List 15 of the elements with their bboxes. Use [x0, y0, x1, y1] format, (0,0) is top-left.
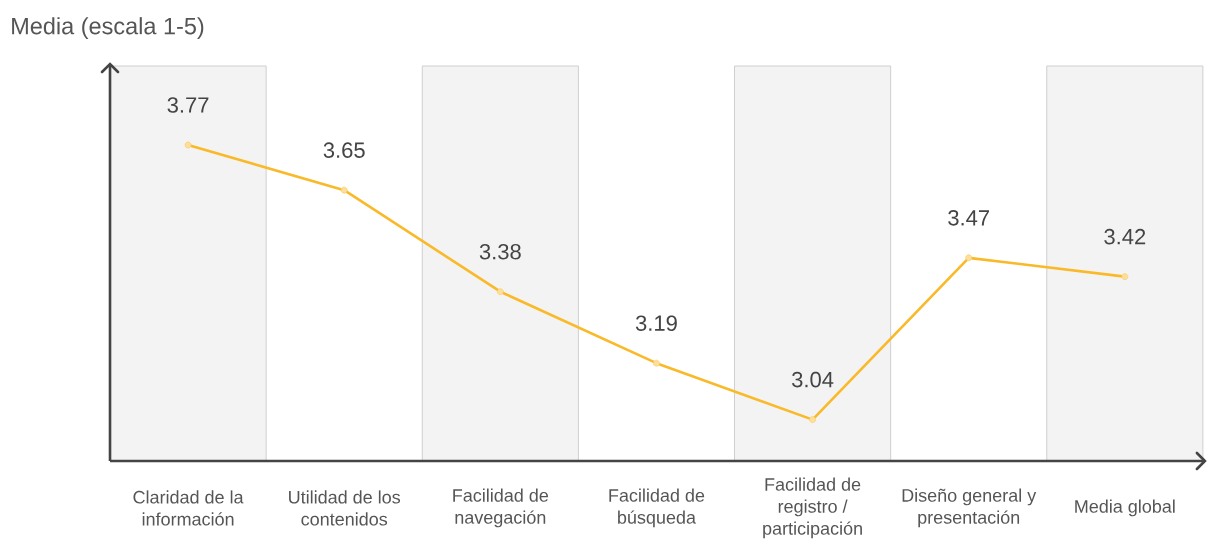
- data-label: 3.19: [635, 315, 677, 331]
- x-tick-label: Facilidad de navegación: [453, 488, 549, 528]
- data-label: 3.77: [167, 97, 209, 113]
- x-tick-label: Diseño general y presentación: [902, 488, 1037, 528]
- data-label: 3.38: [479, 243, 521, 260]
- data-label: 3.47: [948, 210, 990, 226]
- data-label: 3.04: [792, 371, 834, 388]
- x-tick-label: Utilidad de los contenidos: [289, 490, 401, 526]
- y-axis-title: Media (escala 1-5): [12, 17, 204, 40]
- x-tick-label: Facilidad de registro / participación: [763, 477, 862, 539]
- data-label: 3.42: [1104, 228, 1146, 245]
- data-label: 3.65: [323, 142, 365, 158]
- x-tick-label: Claridad de la información: [133, 490, 244, 526]
- x-tick-label: Media global: [1075, 499, 1175, 517]
- x-tick-label: Facilidad de búsqueda: [609, 488, 705, 528]
